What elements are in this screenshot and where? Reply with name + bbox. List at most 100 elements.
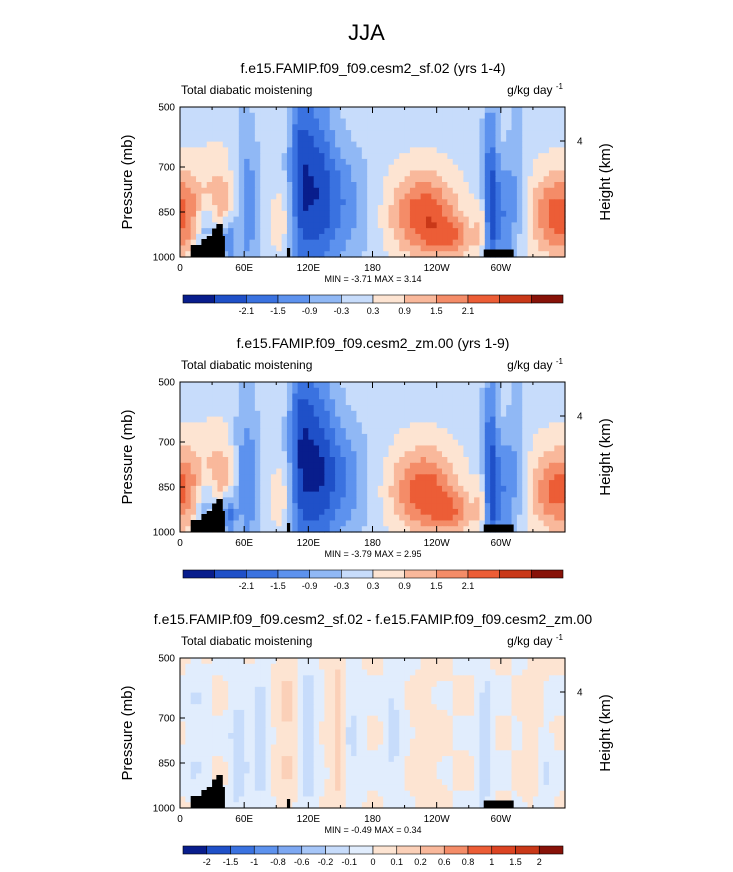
heatmap-cell	[538, 216, 545, 223]
heatmap-cell	[286, 462, 293, 470]
heatmap-cell	[233, 520, 240, 527]
heatmap-cell	[228, 233, 235, 241]
heatmap-cell	[463, 727, 470, 734]
heatmap-cell	[201, 503, 208, 510]
heatmap-cell	[260, 480, 267, 487]
heatmap-cell	[201, 692, 208, 699]
heatmap-cell	[324, 709, 331, 717]
heatmap-cell	[212, 733, 219, 740]
heatmap-cell	[377, 508, 384, 516]
heatmap-cell	[463, 445, 470, 452]
heatmap-cell	[372, 135, 379, 143]
heatmap-cell	[270, 508, 277, 516]
heatmap-cell	[527, 474, 534, 481]
heatmap-cell	[249, 663, 256, 671]
heatmap-cell	[452, 387, 459, 395]
heatmap-cell	[452, 658, 459, 665]
heatmap-cell	[233, 433, 240, 441]
heatmap-cell	[212, 387, 219, 395]
heatmap-cell	[308, 205, 315, 212]
heatmap-cell	[516, 738, 523, 746]
heatmap-cell	[217, 205, 224, 212]
heatmap-cell	[532, 382, 539, 389]
heatmap-cell	[522, 508, 529, 516]
heatmap-cell	[458, 176, 465, 183]
heatmap-cell	[543, 182, 550, 189]
heatmap-cell	[356, 675, 363, 682]
heatmap-cell	[543, 405, 550, 412]
heatmap-cell	[249, 468, 256, 475]
heatmap-cell	[356, 399, 363, 406]
heatmap-cell	[206, 721, 213, 728]
heatmap-cell	[351, 251, 358, 258]
heatmap-cell	[345, 698, 352, 705]
heatmap-cell	[548, 503, 555, 510]
heatmap-cell	[543, 721, 550, 728]
heatmap-cell	[452, 193, 459, 200]
heatmap-cell	[516, 721, 523, 728]
heatmap-cell	[527, 193, 534, 200]
heatmap-cell	[180, 124, 186, 131]
heatmap-cell	[484, 210, 491, 218]
heatmap-cell	[196, 176, 202, 183]
heatmap-cell	[554, 393, 561, 400]
heatmap-cell	[388, 405, 395, 412]
heatmap-cell	[217, 422, 224, 429]
heatmap-cell	[319, 439, 325, 447]
heatmap-cell	[532, 721, 539, 728]
heatmap-cell	[180, 474, 186, 481]
heatmap-cell	[228, 124, 235, 131]
heatmap-cell	[516, 222, 523, 229]
heatmap-cell	[260, 416, 267, 423]
heatmap-cell	[506, 457, 513, 464]
heatmap-cell	[185, 428, 192, 435]
heatmap-cell	[548, 462, 555, 470]
heatmap-cell	[442, 393, 448, 400]
heatmap-cell	[324, 503, 331, 510]
heatmap-cell	[244, 491, 251, 498]
heatmap-cell	[388, 147, 395, 154]
heatmap-cell	[404, 721, 411, 728]
heatmap-cell	[356, 715, 363, 723]
heatmap-cell	[238, 205, 245, 212]
heatmap-cell	[329, 675, 336, 682]
heatmap-cell	[452, 147, 459, 154]
heatmap-cell	[356, 698, 363, 705]
heatmap-cell	[522, 445, 529, 452]
heatmap-cell	[324, 393, 331, 400]
heatmap-cell	[308, 491, 315, 498]
heatmap-cell	[479, 251, 486, 258]
heatmap-cell	[409, 428, 416, 435]
heatmap-cell	[479, 445, 486, 452]
heatmap-cell	[500, 698, 507, 705]
heatmap-cell	[543, 733, 550, 740]
heatmap-cell	[281, 485, 288, 493]
heatmap-cell	[356, 474, 363, 481]
heatmap-cell	[442, 675, 448, 682]
heatmap-cell	[516, 182, 523, 189]
heatmap-cell	[404, 135, 411, 143]
heatmap-cell	[490, 514, 497, 522]
heatmap-cell	[404, 485, 411, 493]
heatmap-cell	[185, 468, 192, 475]
heatmap-cell	[292, 187, 299, 195]
heatmap-cell	[196, 193, 202, 200]
heatmap-cell	[270, 692, 277, 699]
heatmap-cell	[335, 480, 342, 487]
heatmap-cell	[367, 176, 374, 183]
heatmap-cell	[522, 457, 529, 464]
heatmap-cell	[431, 503, 438, 510]
topography-mask	[206, 236, 215, 257]
heatmap-cell	[233, 387, 240, 395]
heatmap-cell	[302, 451, 309, 458]
heatmap-cell	[286, 158, 293, 166]
heatmap-cell	[302, 445, 309, 452]
heatmap-cell	[554, 433, 561, 441]
heatmap-cell	[516, 681, 523, 688]
heatmap-cell	[527, 382, 534, 389]
heatmap-cell	[313, 112, 320, 120]
heatmap-cell	[340, 692, 347, 699]
heatmap-cell	[484, 187, 491, 195]
heatmap-cell	[511, 457, 518, 464]
heatmap-cell	[415, 709, 422, 717]
